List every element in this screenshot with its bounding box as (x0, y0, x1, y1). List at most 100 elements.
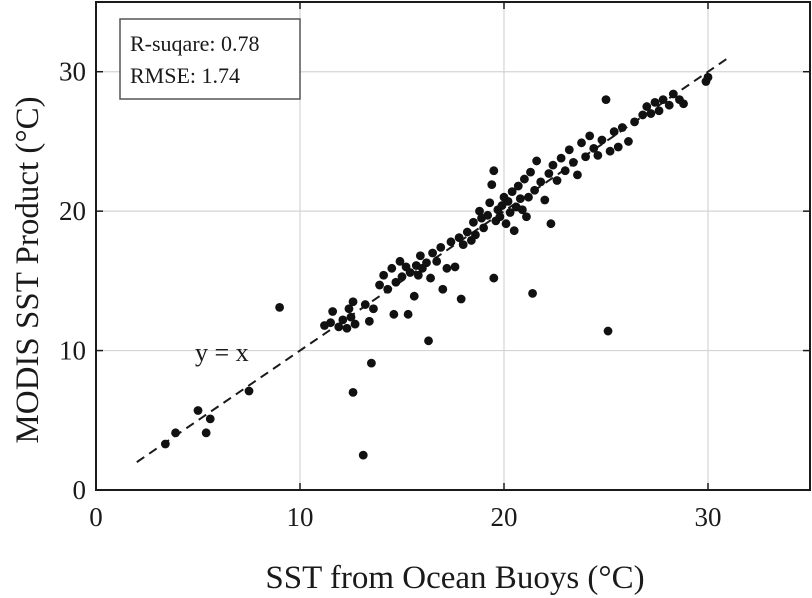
data-point (375, 280, 384, 290)
data-point (201, 428, 211, 438)
data-point (513, 181, 523, 191)
data-point (348, 297, 358, 307)
data-point (379, 270, 389, 280)
data-point (597, 135, 607, 145)
data-point (442, 263, 452, 273)
data-point (536, 177, 546, 187)
stats-box-frame (119, 18, 301, 100)
data-point (564, 145, 574, 155)
data-point (703, 72, 713, 82)
data-point (389, 309, 399, 319)
y-tick-label: 10 (59, 336, 86, 366)
data-point (546, 219, 556, 229)
data-point (479, 223, 488, 233)
data-point (369, 304, 378, 314)
data-point (350, 319, 360, 329)
data-point (630, 117, 639, 127)
data-point (364, 316, 374, 326)
data-point (507, 187, 517, 197)
data-point (503, 196, 513, 206)
x-tick-label: 10 (287, 502, 314, 532)
data-point (528, 289, 537, 298)
data-point (548, 160, 558, 170)
y-axis-label: MODIS SST Product (°C) (10, 96, 46, 443)
data-point (540, 195, 550, 205)
axis-ticks: 0 10 20 30 0 10 20 30 (59, 2, 810, 532)
data-point (495, 212, 505, 222)
data-point (469, 217, 478, 227)
data-point (446, 237, 456, 247)
data-point (489, 273, 499, 283)
data-point (585, 131, 595, 141)
data-point (487, 180, 497, 190)
data-point (603, 326, 613, 336)
reference-line-label: y = x (195, 338, 249, 367)
data-point (520, 174, 529, 184)
data-point (505, 208, 515, 217)
data-point (424, 336, 433, 346)
data-point (560, 166, 570, 176)
data-point (501, 219, 511, 229)
data-point (668, 89, 678, 99)
data-point (450, 262, 460, 272)
data-point (544, 169, 554, 178)
data-point (367, 358, 376, 368)
data-point (395, 256, 405, 266)
data-point (617, 123, 627, 132)
data-point (613, 142, 623, 152)
data-point (346, 312, 356, 322)
data-point (328, 307, 338, 316)
data-point (532, 156, 542, 166)
data-points (160, 72, 713, 460)
data-point (581, 152, 590, 162)
data-point (556, 153, 566, 163)
data-point (517, 205, 527, 215)
data-point (638, 110, 648, 120)
data-point (387, 263, 397, 273)
data-point (438, 284, 448, 294)
data-point (589, 144, 599, 153)
data-point (568, 157, 578, 167)
data-point (205, 414, 215, 424)
data-point (646, 109, 656, 118)
data-point (348, 388, 358, 397)
x-tick-label: 30 (695, 502, 722, 532)
data-point (515, 194, 525, 203)
y-tick-label: 30 (59, 57, 86, 87)
data-point (483, 210, 493, 220)
data-point (160, 439, 170, 449)
data-point (524, 192, 533, 202)
data-point (552, 176, 562, 185)
data-point (577, 138, 586, 148)
data-point (193, 406, 203, 415)
data-point (409, 291, 419, 301)
data-point (485, 198, 495, 208)
data-point (244, 386, 254, 396)
data-point (275, 302, 284, 312)
data-point (358, 450, 368, 460)
data-point (383, 284, 393, 294)
data-point (664, 100, 674, 110)
data-point (360, 300, 370, 309)
data-point (334, 322, 344, 332)
data-point (413, 270, 423, 280)
plot-frame (95, 1, 811, 491)
data-point (642, 102, 652, 111)
data-point (436, 242, 446, 252)
data-point (605, 146, 615, 156)
stats-box: R-suqare: 0.78 RMSE: 1.74 (119, 18, 301, 100)
data-point (471, 230, 480, 240)
r-squared-label: R-suqare: 0.78 (130, 31, 260, 56)
x-axis-label: SST from Ocean Buoys (°C) (265, 560, 644, 596)
y-tick-label: 20 (59, 196, 86, 226)
data-point (679, 99, 688, 109)
data-point (650, 97, 660, 107)
data-point (458, 240, 468, 250)
data-point (456, 294, 466, 304)
data-point (344, 304, 354, 314)
data-point (609, 127, 619, 137)
data-point (171, 428, 180, 438)
data-point (342, 323, 352, 333)
data-point (530, 185, 539, 195)
